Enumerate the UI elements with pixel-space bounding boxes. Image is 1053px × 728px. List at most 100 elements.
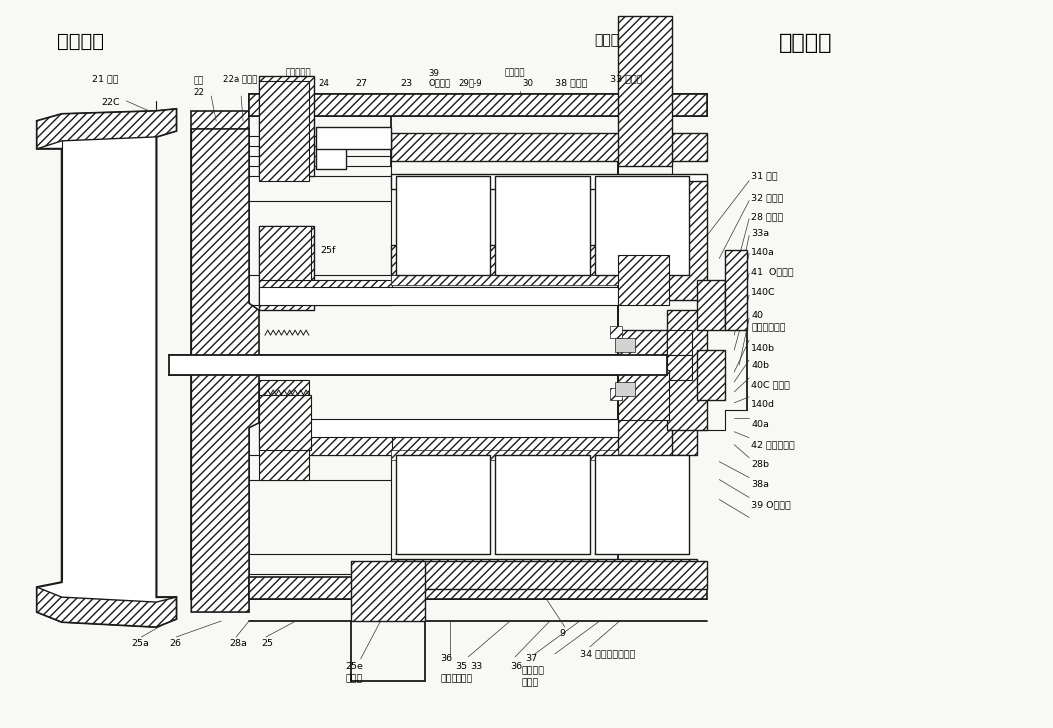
Bar [391, 275, 618, 285]
Bar [391, 450, 618, 459]
Text: 41  Oリング: 41 Oリング [751, 267, 794, 276]
Polygon shape [192, 129, 259, 612]
Bar [259, 81, 309, 181]
Bar [259, 395, 311, 450]
Text: 36: 36 [510, 662, 522, 671]
Text: 30: 30 [522, 79, 533, 87]
Bar [259, 76, 314, 175]
Bar [615, 382, 635, 396]
Text: 40: 40 [751, 311, 763, 320]
Polygon shape [37, 109, 176, 627]
Bar [396, 175, 490, 275]
Bar [391, 133, 708, 161]
Text: シール構造: シール構造 [595, 33, 637, 47]
Text: ボビン: ボビン [455, 674, 473, 684]
Text: 140d: 140d [751, 400, 775, 409]
Bar [351, 561, 425, 621]
Bar [250, 94, 708, 116]
Text: 本件特許: 本件特許 [779, 33, 833, 53]
Text: ステータ: ステータ [522, 666, 545, 676]
Text: ロ-9: ロ-9 [469, 79, 482, 87]
Bar [391, 559, 697, 574]
Text: 22C: 22C [102, 98, 120, 108]
Bar [595, 455, 690, 554]
Text: 33: 33 [471, 662, 482, 671]
Text: 35: 35 [455, 662, 468, 671]
Text: 21 前蓋: 21 前蓋 [92, 74, 118, 84]
Bar [192, 111, 250, 599]
Text: 9: 9 [560, 630, 565, 638]
Text: コイル: コイル [440, 674, 458, 684]
Text: 140C: 140C [751, 288, 776, 297]
Text: 28a: 28a [230, 639, 247, 649]
Text: 28 回転軸: 28 回転軸 [751, 212, 783, 221]
Text: 22b: 22b [271, 236, 289, 245]
Text: 24: 24 [319, 79, 330, 87]
Bar [259, 226, 314, 310]
Text: 環状溝: 環状溝 [345, 674, 363, 684]
Bar [697, 350, 726, 400]
Text: 38a: 38a [751, 480, 769, 489]
Bar [618, 16, 673, 166]
Text: 33 取付板: 33 取付板 [610, 74, 642, 84]
Bar [391, 174, 708, 189]
Text: 本体: 本体 [194, 76, 203, 86]
Bar [259, 288, 618, 305]
Text: 140b: 140b [751, 344, 775, 352]
Text: 23: 23 [400, 79, 413, 87]
Bar [618, 370, 670, 420]
Bar [610, 388, 621, 400]
Bar [259, 280, 392, 305]
Text: 25a: 25a [132, 639, 150, 649]
Text: 永久磁石: 永久磁石 [505, 68, 525, 78]
Text: 40a: 40a [751, 420, 769, 430]
Text: ヨーク: ヨーク [522, 678, 539, 687]
Bar [391, 424, 697, 455]
Text: 28b: 28b [751, 460, 769, 469]
Text: 38 パイプ: 38 パイプ [555, 79, 588, 87]
Text: 外部磁場手段: 外部磁場手段 [751, 324, 786, 333]
Text: Oリング: Oリング [429, 79, 451, 87]
Bar [259, 430, 392, 455]
Bar [316, 147, 345, 169]
Text: 39: 39 [429, 68, 439, 78]
Text: 37: 37 [525, 654, 537, 663]
Text: 26: 26 [170, 639, 181, 649]
Bar [726, 250, 748, 330]
Bar [610, 326, 621, 338]
Text: 42 スプリング: 42 スプリング [751, 440, 795, 449]
Text: 25f: 25f [321, 246, 336, 255]
Bar [668, 355, 693, 380]
Bar [615, 338, 635, 352]
Text: 【図１】: 【図１】 [57, 33, 104, 51]
Bar [495, 455, 590, 554]
Bar [618, 330, 673, 480]
Bar [495, 175, 590, 275]
Text: 42: 42 [263, 271, 275, 280]
Text: スプリング: スプリング [286, 68, 312, 78]
Bar [396, 455, 490, 554]
Bar [259, 226, 311, 280]
Bar [595, 175, 690, 275]
Text: 22a 保護板: 22a 保護板 [223, 74, 258, 84]
Text: 22: 22 [194, 87, 204, 97]
Bar [668, 330, 693, 355]
Text: 40b: 40b [751, 362, 769, 371]
Bar [391, 245, 697, 275]
Text: 29: 29 [458, 79, 470, 87]
Text: 31 軸受: 31 軸受 [751, 171, 778, 181]
Text: 25: 25 [261, 639, 273, 649]
Bar [668, 310, 708, 430]
Polygon shape [37, 587, 176, 627]
Bar [259, 380, 309, 480]
Bar [618, 256, 670, 305]
Text: 27: 27 [356, 79, 367, 87]
Text: 140a: 140a [751, 248, 775, 257]
Text: 32 保持量: 32 保持量 [751, 193, 783, 202]
Bar [391, 561, 708, 589]
Text: 39 Oリング: 39 Oリング [751, 500, 791, 509]
Bar [250, 577, 708, 599]
Text: 36: 36 [440, 654, 453, 663]
Text: 34 ロータ回転手段: 34 ロータ回転手段 [580, 649, 635, 658]
Bar [697, 280, 726, 330]
